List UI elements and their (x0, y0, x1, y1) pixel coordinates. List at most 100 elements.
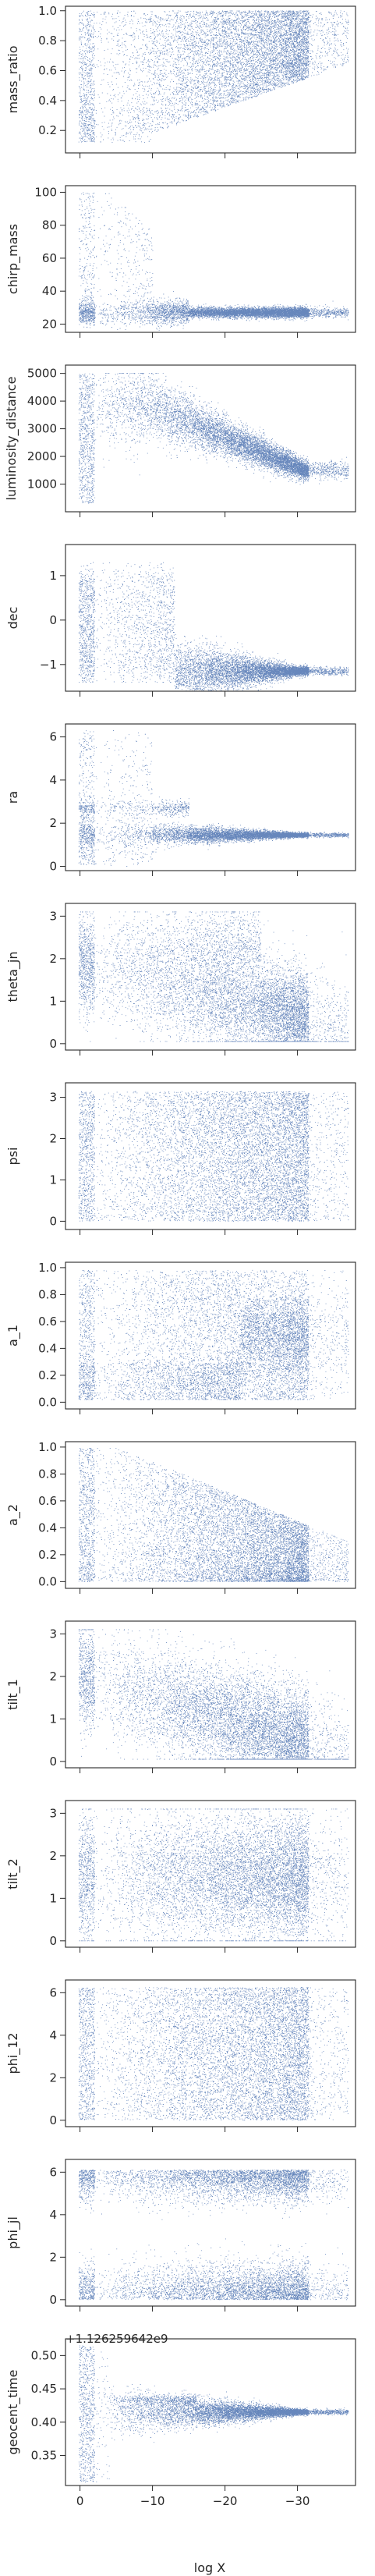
y-tick-label: 4 (49, 2028, 57, 2042)
y-tick-label: 0.4 (38, 1341, 57, 1355)
y-tick-label: 0.2 (38, 123, 57, 137)
y-tick-label: 80 (42, 218, 57, 232)
y-tick-label: 2 (49, 1849, 57, 1863)
y-tick-label: 2 (49, 952, 57, 966)
axes-frame (65, 1800, 356, 1948)
axes-frame (65, 364, 356, 513)
y-tick-label: 40 (42, 284, 57, 298)
x-tick-label: 0 (76, 2494, 84, 2508)
y-axis-label: tilt_1 (5, 1679, 21, 1710)
scatter-points-psi (78, 1091, 349, 1222)
scatter-points-tilt-1 (78, 1629, 349, 1760)
y-tick-label: 0.35 (31, 2449, 57, 2463)
scatter-points-ra (78, 730, 349, 867)
scatter-points-theta-jn (78, 911, 349, 1042)
panel-phi-12: 0 2 4 6 phi_12 (5, 1979, 356, 2132)
panel-a-2: 0.0 0.2 0.4 0.6 0.8 1.0 a_2 (5, 1440, 356, 1594)
y-tick-label: 1000 (27, 477, 57, 491)
panel-tilt-2: 0 1 2 3 tilt_2 (5, 1800, 356, 1953)
y-tick-label: 2 (49, 2070, 57, 2085)
y-tick-label: 2 (49, 816, 57, 830)
axes-frame (65, 2338, 356, 2486)
scatter-points-a-2 (78, 1448, 349, 1582)
y-tick-label: 4000 (27, 394, 57, 408)
y-tick-label: 0 (49, 1934, 57, 1948)
scatter-points-mass-ratio (78, 10, 349, 143)
y-tick-label: 2 (49, 1669, 57, 1684)
y-axis-label: psi (5, 1148, 20, 1166)
y-tick-label: 0.40 (31, 2415, 57, 2429)
y-tick-label: 1 (49, 1173, 57, 1187)
y-tick-label: 0.0 (38, 1395, 57, 1409)
panel-ra: 0 2 4 6 ra (5, 723, 356, 876)
y-tick-label: 0 (49, 613, 57, 627)
axes-frame (65, 1082, 356, 1230)
y-tick-label: 3 (49, 1806, 57, 1820)
y-tick-label: 3000 (27, 422, 57, 436)
y-tick-label: 1.0 (38, 4, 57, 18)
panel-theta-jn: 0 1 2 3 theta_jn (5, 903, 356, 1056)
y-tick-label: 0.2 (38, 1368, 57, 1382)
y-axis-label: a_1 (5, 1325, 21, 1347)
y-axis-label: a_2 (5, 1504, 21, 1526)
y-tick-label: 6 (49, 730, 57, 744)
y-axis-label: ra (5, 791, 20, 804)
y-axis-label: phi_jl (5, 2216, 21, 2249)
y-tick-label: 4 (49, 773, 57, 787)
y-tick-label: 1.0 (38, 1440, 57, 1454)
axes-frame (65, 903, 356, 1051)
y-tick-label: 1 (49, 994, 57, 1008)
axes-frame (65, 1261, 356, 1410)
y-tick-label: 4 (49, 2208, 57, 2222)
x-axis-label: log X (194, 2560, 225, 2575)
y-axis-label: luminosity_distance (4, 377, 19, 501)
axes-frame (65, 544, 356, 692)
scatter-points-phi-jl (78, 2170, 349, 2301)
y-tick-label: 0.2 (38, 1548, 57, 1562)
axes-frame (65, 5, 356, 154)
panel-phi-jl: 0 2 4 6 phi_jl (5, 2159, 356, 2312)
panel-dec: −1 0 1 dec (5, 544, 356, 697)
y-tick-label: 0.4 (38, 94, 57, 108)
panel-luminosity-distance: 1000 2000 3000 4000 5000 luminosity_distance (4, 364, 356, 517)
y-tick-label: 20 (42, 317, 57, 331)
y-axis-label: geocent_time (5, 2370, 21, 2455)
y-tick-label: 0.45 (31, 2382, 57, 2396)
y-tick-label: 0 (49, 1755, 57, 1769)
y-tick-label: 60 (42, 251, 57, 265)
scatter-points-dec (78, 562, 349, 691)
y-tick-label: 6 (49, 1985, 57, 1999)
x-tick-label: −10 (140, 2494, 165, 2508)
panel-geocent-time: 0.35 0.40 0.45 0.50 geocent_time (5, 2338, 356, 2491)
panel-chirp-mass: 20 40 60 80 100 chirp_mass (5, 185, 356, 338)
scatter-points-luminosity-distance (78, 373, 349, 504)
y-tick-label: 0.0 (38, 1574, 57, 1588)
y-axis-label: tilt_2 (5, 1858, 21, 1889)
y-axis-label: phi_12 (5, 2032, 21, 2074)
scatter-points-geocent-time (78, 2345, 349, 2483)
y-tick-label: 0.4 (38, 1520, 57, 1535)
axes-frame (65, 1979, 356, 2127)
y-tick-label: 6 (49, 2165, 57, 2179)
scatter-points-tilt-2 (78, 1808, 349, 1942)
x-tick-label: −30 (285, 2494, 310, 2508)
y-tick-label: 5000 (27, 367, 57, 381)
y-axis-label: theta_jn (5, 952, 21, 1002)
y-tick-label: 0.50 (31, 2348, 57, 2362)
y-tick-label: 0.8 (38, 1287, 57, 1301)
x-offset-text: +1.126259642e9 (65, 2332, 168, 2346)
y-tick-label: 2 (49, 2250, 57, 2264)
scatter-points-phi-12 (78, 1987, 349, 2121)
axes-frame (65, 1620, 356, 1769)
scatter-points-a-1 (78, 1269, 349, 1400)
axes-frame (65, 185, 356, 333)
x-tick-label: −20 (213, 2494, 238, 2508)
y-tick-label: 1 (49, 1712, 57, 1726)
y-tick-label: 0 (49, 2113, 57, 2127)
y-axis-label: chirp_mass (5, 224, 21, 294)
y-tick-label: 0.8 (38, 1467, 57, 1481)
panel-tilt-1: 0 1 2 3 tilt_1 (5, 1620, 356, 1773)
axes-frame (65, 2159, 356, 2307)
